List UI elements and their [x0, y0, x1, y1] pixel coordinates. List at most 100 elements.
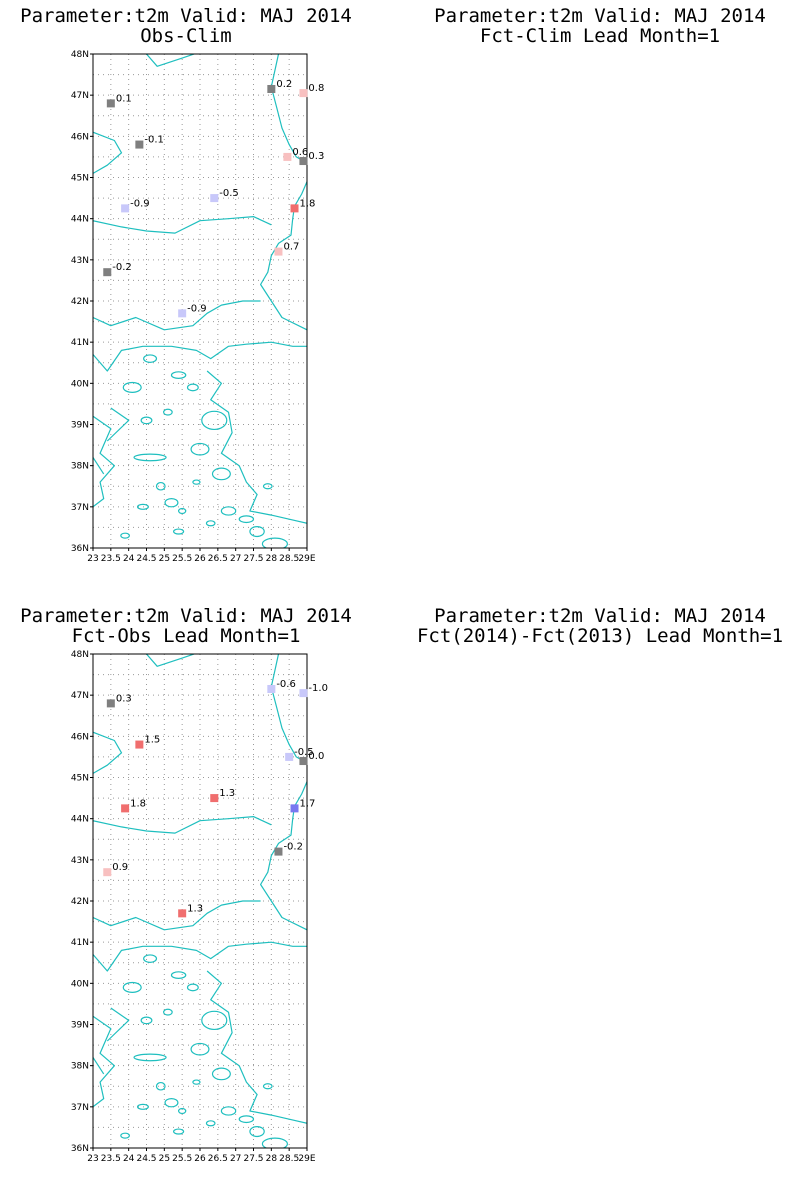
lat-tick-label: 43N — [71, 856, 89, 866]
station-value-label: -0.2 — [112, 262, 132, 273]
coast-line — [93, 341, 307, 372]
panel-fct-clim: Parameter:t2m Valid: MAJ 2014 Fct-Clim L… — [400, 0, 800, 600]
lat-tick-label: 42N — [71, 297, 89, 307]
station-marker — [283, 152, 292, 161]
station-value-label: 1.3 — [219, 788, 235, 799]
coast-line — [106, 1007, 130, 1042]
island-outline — [133, 1053, 167, 1062]
lon-tick-label: 27 — [230, 1154, 241, 1164]
panel-title: Parameter:t2m Valid: MAJ 2014 — [20, 605, 352, 627]
lon-tick-label: 25.5 — [172, 1154, 192, 1164]
coast-line — [93, 1057, 105, 1075]
island-outline — [143, 954, 158, 963]
panel-subtitle: Fct-Obs Lead Month=1 — [72, 625, 301, 647]
station-marker — [285, 752, 294, 761]
lat-tick-label: 39N — [71, 421, 89, 431]
island-outline — [211, 467, 231, 481]
coast-line — [146, 54, 196, 67]
lon-tick-label: 28.5 — [279, 554, 299, 564]
island-outline — [155, 1081, 166, 1091]
panel-obs-clim: Parameter:t2m Valid: MAJ 2014 Obs-Clim 4… — [0, 0, 400, 600]
island-outline — [190, 442, 210, 456]
station-value-label: 0.3 — [116, 693, 132, 704]
station-value-label: -0.5 — [294, 747, 314, 758]
station-value-label: 0.3 — [308, 151, 324, 162]
lat-tick-label: 44N — [71, 815, 89, 825]
lat-tick-label: 45N — [71, 174, 89, 184]
island-outline — [120, 532, 130, 539]
map-obs-clim: Parameter:t2m Valid: MAJ 2014 Obs-Clim 4… — [20, 5, 352, 564]
station-value-label: 0.1 — [116, 93, 132, 104]
coast-line — [93, 1015, 115, 1108]
island-outline — [186, 383, 199, 392]
lat-tick-label: 40N — [71, 979, 89, 989]
station-marker — [135, 740, 144, 749]
island-outline — [163, 408, 173, 416]
lon-tick-label: 26.5 — [208, 1154, 228, 1164]
coastline — [93, 654, 307, 1148]
island-outline — [220, 506, 237, 516]
station-marker — [267, 84, 276, 93]
island-outline — [136, 503, 149, 510]
lon-axis: 23 23.5 24 24.5 25 25.5 26 26.5 27 27.5 28 28.5 29E — [87, 548, 316, 564]
island-outline — [122, 381, 142, 393]
island-outline — [190, 1042, 210, 1056]
island-outline — [238, 515, 255, 524]
island-outline — [173, 528, 185, 535]
station-value-label: 1.8 — [130, 798, 146, 809]
lon-tick-label: 26 — [194, 1154, 206, 1164]
lon-tick-label: 24.5 — [136, 554, 156, 564]
station-marker — [135, 140, 144, 149]
station-value-label: 1.3 — [187, 903, 203, 914]
station-value-label: -0.9 — [130, 198, 150, 209]
station-value-label: -1.0 — [308, 683, 328, 694]
panel-fct-year-diff: Parameter:t2m Valid: MAJ 2014 Fct(2014)-… — [400, 600, 800, 1200]
station-value-label: 1.7 — [300, 798, 316, 809]
lat-tick-label: 41N — [71, 338, 89, 348]
coast-line — [206, 970, 307, 1124]
island-outline — [262, 1083, 273, 1090]
station-marker — [274, 247, 283, 256]
station-marker — [121, 204, 130, 213]
lat-tick-label: 38N — [71, 1062, 89, 1072]
lat-tick-label: 36N — [71, 544, 89, 554]
station-value-label: 0.0 — [308, 751, 324, 762]
lon-tick-label: 23.5 — [101, 554, 121, 564]
lat-tick-label: 38N — [71, 462, 89, 472]
lat-tick-label: 43N — [71, 256, 89, 266]
station-markers: 0.1 -0.1 0.2 0.8 0.6 0.3 -0.9 -0.5 1.8 0.7 -0.2 -0.… — [103, 79, 324, 318]
island-outline — [211, 1067, 231, 1081]
coast-line — [93, 131, 123, 174]
lat-tick-label: 46N — [71, 132, 89, 142]
island-outline — [205, 520, 216, 527]
station-value-label: -0.5 — [219, 188, 239, 199]
station-value-label: -0.9 — [187, 303, 207, 314]
lon-tick-label: 28 — [266, 1154, 278, 1164]
island-outline — [178, 507, 187, 515]
lon-tick-label: 24.5 — [136, 1154, 156, 1164]
panel-subtitle: Fct-Clim Lead Month=1 — [480, 25, 720, 47]
lon-tick-label: 24 — [123, 1154, 135, 1164]
coast-line — [93, 941, 307, 972]
lat-tick-label: 42N — [71, 897, 89, 907]
station-marker — [299, 757, 308, 766]
island-outline — [249, 1125, 265, 1138]
island-outline — [220, 1106, 237, 1116]
lon-tick-label: 23.5 — [101, 1154, 121, 1164]
lat-tick-label: 37N — [71, 503, 89, 513]
panel-title: Parameter:t2m Valid: MAJ 2014 — [434, 5, 766, 27]
coast-line — [93, 415, 115, 508]
lat-tick-label: 45N — [71, 774, 89, 784]
lon-tick-label: 24 — [123, 554, 135, 564]
station-value-label: 0.7 — [283, 242, 299, 253]
station-marker — [106, 99, 115, 108]
lon-tick-label: 23 — [87, 1154, 98, 1164]
island-outline — [163, 1008, 173, 1016]
graticule — [93, 54, 307, 548]
lat-tick-label: 48N — [71, 50, 89, 60]
coast-line — [270, 54, 307, 164]
island-outline — [178, 1107, 187, 1115]
island-outline — [122, 981, 142, 993]
lon-tick-label: 25 — [159, 554, 170, 564]
island-outline — [249, 525, 265, 538]
